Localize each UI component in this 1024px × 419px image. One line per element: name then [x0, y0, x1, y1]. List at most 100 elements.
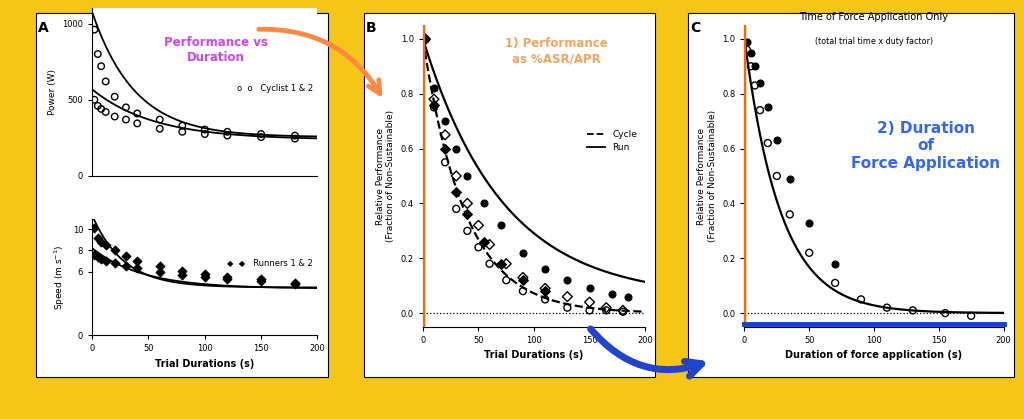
- X-axis label: Duration of force application (s): Duration of force application (s): [785, 350, 963, 360]
- Point: [614, 308, 631, 315]
- Point: [426, 96, 442, 103]
- Point: [118, 252, 134, 259]
- Point: [219, 132, 236, 139]
- Point: [963, 313, 979, 319]
- Point: [97, 242, 114, 248]
- Point: [752, 79, 768, 86]
- Point: [86, 225, 102, 231]
- Point: [904, 307, 921, 314]
- Point: [437, 118, 454, 124]
- Point: [476, 200, 493, 207]
- Point: [417, 36, 433, 42]
- Point: [582, 299, 598, 305]
- Point: [481, 260, 498, 267]
- Point: [152, 116, 168, 123]
- Point: [449, 173, 465, 179]
- Point: [742, 63, 759, 70]
- Point: [90, 253, 106, 260]
- Point: [129, 120, 145, 127]
- Text: 2) Duration
of
Force Application: 2) Duration of Force Application: [851, 121, 1000, 171]
- Text: ◆  ◆   Runners 1 & 2: ◆ ◆ Runners 1 & 2: [227, 259, 313, 267]
- Point: [621, 293, 637, 300]
- Point: [93, 256, 110, 262]
- Point: [559, 304, 575, 311]
- Point: [253, 131, 269, 137]
- Point: [129, 110, 145, 117]
- Legend: Cycle, Run: Cycle, Run: [584, 126, 641, 156]
- Point: [476, 238, 493, 245]
- Point: [197, 126, 213, 133]
- Point: [459, 228, 475, 234]
- Point: [426, 85, 442, 92]
- Point: [417, 36, 433, 42]
- Point: [118, 263, 134, 269]
- Point: [493, 260, 509, 267]
- Point: [537, 266, 553, 273]
- Point: [174, 272, 190, 278]
- Point: [537, 288, 553, 295]
- Point: [742, 49, 759, 56]
- Point: [437, 159, 454, 166]
- Point: [559, 277, 575, 284]
- Point: [449, 206, 465, 212]
- Point: [603, 290, 620, 297]
- Point: [760, 140, 776, 146]
- Point: [801, 249, 817, 256]
- Text: A: A: [38, 21, 48, 35]
- Point: [459, 211, 475, 218]
- Point: [106, 247, 123, 254]
- Point: [827, 260, 844, 267]
- Point: [86, 96, 102, 103]
- Point: [781, 176, 798, 182]
- Point: [106, 113, 123, 120]
- Point: [937, 310, 953, 316]
- Text: Performance vs
Duration: Performance vs Duration: [164, 36, 268, 64]
- Point: [97, 109, 114, 115]
- Point: [152, 263, 168, 269]
- Point: [498, 277, 514, 284]
- Y-axis label: Power (W): Power (W): [47, 69, 56, 115]
- Point: [498, 260, 514, 267]
- X-axis label: Trial Durations (s): Trial Durations (s): [155, 359, 255, 369]
- Point: [197, 131, 213, 137]
- Point: [174, 267, 190, 274]
- Point: [93, 106, 110, 112]
- Point: [118, 104, 134, 111]
- Text: 1) Performance
as %ASR/APR: 1) Performance as %ASR/APR: [505, 37, 607, 65]
- Point: [219, 128, 236, 135]
- Point: [739, 38, 756, 45]
- Point: [449, 189, 465, 196]
- Point: [219, 274, 236, 280]
- Point: [470, 222, 486, 229]
- Point: [879, 304, 895, 311]
- Point: [90, 103, 106, 109]
- Point: [470, 244, 486, 251]
- Y-axis label: Relative Performance
(Fraction of Non-Sustainable): Relative Performance (Fraction of Non-Su…: [697, 110, 717, 242]
- Point: [515, 249, 531, 256]
- Point: [93, 238, 110, 245]
- Point: [752, 107, 768, 114]
- Point: [287, 135, 303, 142]
- Point: [746, 82, 763, 89]
- Point: [459, 200, 475, 207]
- Point: [515, 277, 531, 284]
- Point: [90, 234, 106, 241]
- Point: [614, 307, 631, 314]
- Point: [801, 219, 817, 226]
- Point: [253, 276, 269, 282]
- Point: [769, 137, 785, 144]
- Point: [287, 280, 303, 287]
- Point: [537, 285, 553, 292]
- Point: [417, 36, 433, 42]
- Text: (total trial time x duty factor): (total trial time x duty factor): [815, 37, 933, 46]
- Point: [86, 251, 102, 258]
- Point: [827, 279, 844, 286]
- Point: [86, 26, 102, 33]
- Point: [106, 260, 123, 266]
- Point: [760, 104, 776, 111]
- Y-axis label: Speed (m s$^{-1}$): Speed (m s$^{-1}$): [52, 244, 68, 310]
- Point: [152, 268, 168, 275]
- Point: [287, 281, 303, 288]
- Point: [174, 128, 190, 135]
- Point: [515, 274, 531, 281]
